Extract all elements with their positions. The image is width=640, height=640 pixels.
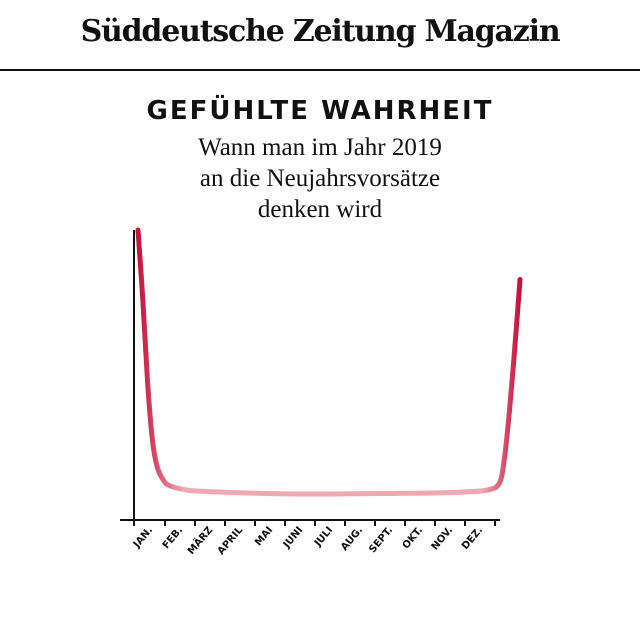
x-tick-label: SEPT. [367, 525, 395, 555]
x-tick-label: MAI [253, 525, 275, 548]
header-divider [0, 69, 640, 71]
x-tick-label: APRIL [216, 524, 246, 557]
x-tick-label: JUNI [281, 525, 305, 551]
x-tick-label: AUG. [339, 525, 365, 553]
chart-title: GEFÜHLTE WAHRHEIT [146, 96, 494, 126]
x-tick-label: MÄRZ [184, 523, 216, 557]
x-tick-label: FEB. [161, 525, 186, 551]
x-tick-label: JAN. [131, 525, 155, 551]
x-tick-label: JULI [312, 525, 335, 550]
subtitle-line: Wann man im Jahr 2019 [198, 134, 442, 161]
x-tick-label: OKT. [401, 525, 426, 551]
chart-subtitle: Wann man im Jahr 2019 an die Neujahrsvor… [0, 132, 640, 225]
masthead-logo: Süddeutsche Zeitung Magazin [80, 14, 561, 49]
subtitle-line: an die Neujahrsvorsätze [199, 165, 441, 192]
x-tick-label: NOV. [430, 525, 456, 553]
series-line [135, 227, 523, 497]
x-tick-label: DEZ. [460, 525, 485, 552]
subtitle-line: denken wird [257, 196, 383, 223]
